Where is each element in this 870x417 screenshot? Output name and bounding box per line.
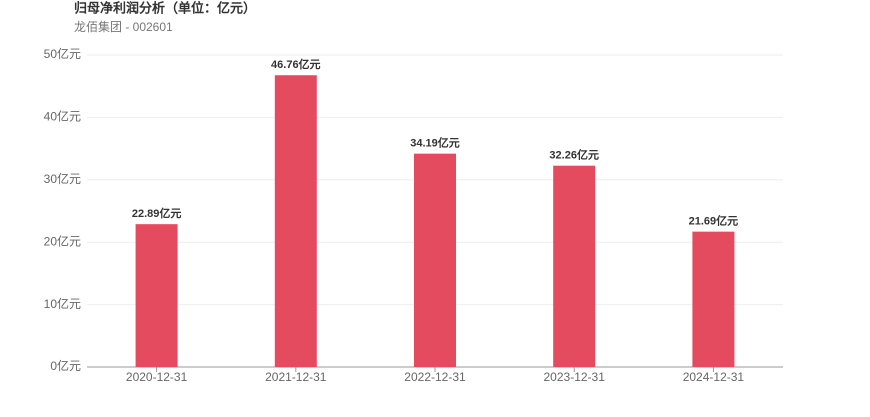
value-label: 21.69亿元 — [689, 214, 739, 228]
y-tick-label: 20亿元 — [44, 233, 81, 248]
bar — [135, 224, 178, 367]
x-tick-label: 2022-12-31 — [404, 370, 466, 384]
y-tick-label: 30亿元 — [44, 171, 81, 186]
value-label: 22.89亿元 — [132, 206, 182, 220]
value-label: 34.19亿元 — [410, 136, 460, 150]
y-tick-label: 0亿元 — [50, 358, 81, 373]
y-tick-label: 10亿元 — [44, 296, 81, 311]
x-tick-label: 2021-12-31 — [265, 370, 327, 384]
x-tick-label: 2020-12-31 — [126, 370, 188, 384]
bar — [553, 165, 596, 367]
value-label: 46.76亿元 — [271, 57, 321, 71]
y-tick-label: 50亿元 — [44, 46, 81, 61]
chart-title: 归母净利润分析（单位：亿元） — [74, 0, 256, 15]
bar — [414, 153, 456, 367]
y-tick-label: 40亿元 — [44, 109, 81, 124]
x-tick-label: 2024-12-31 — [683, 370, 745, 384]
bar — [692, 231, 735, 367]
bar — [274, 75, 317, 368]
value-label: 32.26亿元 — [549, 148, 599, 162]
chart-subtitle: 龙佰集团 - 002601 — [74, 19, 173, 34]
x-tick-label: 2023-12-31 — [544, 370, 606, 384]
